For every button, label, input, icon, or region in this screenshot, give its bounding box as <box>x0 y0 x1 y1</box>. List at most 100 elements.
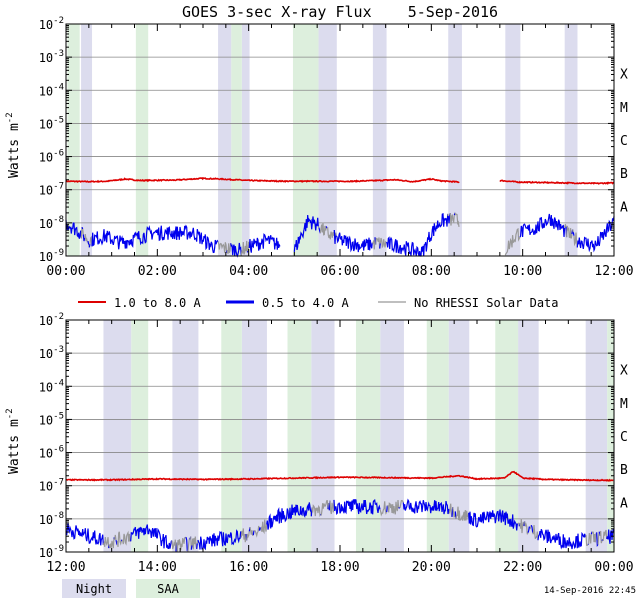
y-tick-base: 10 <box>39 380 53 394</box>
x-tick-label: 04:00 <box>229 264 268 279</box>
flare-class-label: A <box>620 200 628 215</box>
y-tick-label: 10-7 <box>39 478 64 494</box>
y-tick-label: 10-8 <box>39 215 64 231</box>
saa-shading <box>287 320 312 552</box>
flux-trace <box>320 500 329 516</box>
flux-trace <box>102 537 110 549</box>
flux-trace <box>499 179 615 186</box>
y-tick-base: 10 <box>39 480 53 494</box>
y-tick-base: 10 <box>39 250 53 264</box>
y-tick-label: 10-7 <box>39 182 64 198</box>
flux-trace <box>65 470 614 482</box>
flux-trace <box>196 543 198 549</box>
flux-trace <box>588 532 592 545</box>
flux-trace <box>591 531 598 543</box>
y-tick-exponent: -9 <box>53 248 64 258</box>
flare-class-label: C <box>620 134 628 149</box>
flux-trace <box>573 232 578 248</box>
flux-trace <box>385 213 449 257</box>
flux-trace <box>519 213 566 238</box>
y-tick-base: 10 <box>39 347 53 361</box>
y-tick-label: 10-9 <box>39 248 64 264</box>
flux-trace <box>449 213 455 226</box>
y-tick-exponent: -5 <box>53 115 64 125</box>
flux-trace <box>333 229 337 244</box>
flux-trace <box>197 529 242 551</box>
flux-trace <box>572 232 575 236</box>
night-shading <box>564 24 578 256</box>
saa-shading <box>131 320 149 552</box>
saa-shading <box>231 24 242 256</box>
flux-trace <box>319 222 327 236</box>
series-legend: 1.0 to 8.0 A 0.5 to 4.0 A No RHESSI Sola… <box>78 296 559 310</box>
flux-trace <box>530 524 534 533</box>
flux-trace <box>266 502 312 530</box>
flux-trace <box>81 226 84 230</box>
flux-trace <box>176 536 187 553</box>
flux-trace <box>536 531 539 541</box>
flux-trace <box>333 498 381 516</box>
y-axis-label: Watts m-2 <box>5 408 22 474</box>
saa-shading <box>495 320 519 552</box>
flux-trace <box>372 237 376 250</box>
x-tick-label: 22:00 <box>503 560 542 575</box>
night-shading <box>81 24 93 256</box>
flux-trace <box>402 498 450 515</box>
flux-trace <box>379 237 387 249</box>
x-tick-label: 20:00 <box>412 560 451 575</box>
flare-class-label: M <box>620 397 628 412</box>
y-tick-exponent: -5 <box>53 411 64 421</box>
night-shading <box>448 320 470 552</box>
y-tick-label: 10-5 <box>39 115 64 131</box>
flux-trace <box>447 213 449 217</box>
flux-trace <box>253 525 260 538</box>
flux-trace <box>448 503 453 518</box>
night-shading <box>241 24 250 256</box>
y-tick-base: 10 <box>39 513 53 527</box>
flux-trace <box>246 250 249 253</box>
footer-timestamp: 14-Sep-2016 22:45 <box>544 586 636 596</box>
legend-saa-box <box>136 579 200 598</box>
flux-trace <box>91 224 219 254</box>
flux-trace <box>455 506 470 521</box>
flux-trace <box>375 237 381 249</box>
y-tick-exponent: -7 <box>53 478 64 488</box>
flux-trace <box>217 241 228 253</box>
x-tick-label: 12:00 <box>46 560 85 575</box>
flux-trace <box>379 243 381 249</box>
flux-trace <box>564 224 567 229</box>
y-tick-base: 10 <box>39 51 53 65</box>
y-tick-exponent: -2 <box>53 16 64 26</box>
x-tick-label: 02:00 <box>138 264 177 279</box>
flux-trace <box>527 526 531 533</box>
legend-night-box <box>62 579 126 598</box>
y-tick-exponent: -8 <box>53 511 64 521</box>
y-tick-base: 10 <box>39 314 53 328</box>
series-long-1-8A <box>65 470 614 482</box>
y-tick-label: 10-6 <box>39 149 64 165</box>
flux-trace <box>82 234 86 242</box>
y-tick-exponent: -3 <box>53 345 64 355</box>
flux-trace <box>596 532 599 548</box>
night-shading <box>380 320 404 552</box>
saa-shading <box>607 320 614 552</box>
y-tick-label: 10-4 <box>39 378 64 394</box>
flux-trace <box>130 524 173 550</box>
flux-trace <box>335 232 337 236</box>
y-tick-base: 10 <box>39 18 53 32</box>
y-tick-base: 10 <box>39 413 53 427</box>
flux-trace <box>399 499 404 509</box>
series-long-1-8A <box>65 177 615 186</box>
flux-trace <box>80 227 83 239</box>
y-tick-label: 10-4 <box>39 82 64 98</box>
y-tick-base: 10 <box>39 184 53 198</box>
y-axis-label-text: Watts m <box>7 123 22 178</box>
night-shading <box>311 320 335 552</box>
flux-trace <box>230 242 242 258</box>
y-tick-exponent: -4 <box>53 378 64 388</box>
flux-trace <box>387 500 400 515</box>
y-tick-base: 10 <box>39 217 53 231</box>
flux-trace <box>190 545 193 550</box>
